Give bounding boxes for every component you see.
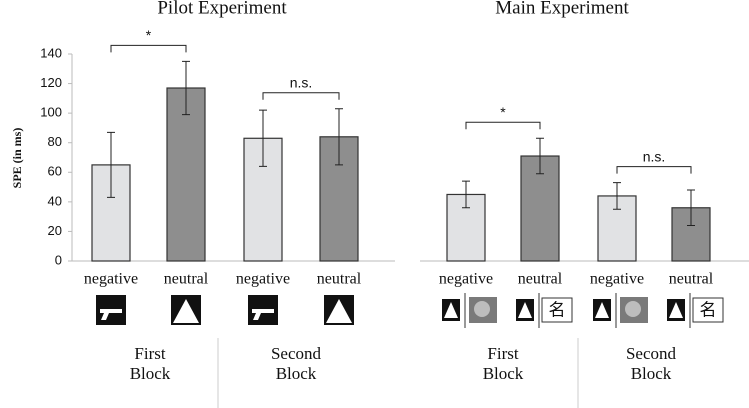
stimulus-icon bbox=[669, 302, 683, 318]
stimulus-icon bbox=[444, 302, 458, 318]
y-tick-label: 140 bbox=[40, 45, 62, 60]
stimulus-icon bbox=[518, 302, 532, 318]
block-label: First Block bbox=[482, 344, 524, 383]
stimulus-icon bbox=[541, 297, 573, 323]
x-tick-label: neutral bbox=[518, 271, 563, 288]
block-label: Second Block bbox=[270, 344, 322, 383]
significance-label: * bbox=[500, 104, 506, 120]
stimulus-text: 名 bbox=[549, 300, 566, 319]
significance-label: * bbox=[146, 27, 152, 43]
y-tick-label: 80 bbox=[48, 134, 62, 149]
significance-bracket bbox=[465, 121, 541, 130]
x-tick-label: negative bbox=[439, 271, 493, 288]
stimulus-icon bbox=[326, 299, 352, 323]
significance-label: n.s. bbox=[643, 148, 666, 164]
x-tick-label: neutral bbox=[164, 271, 209, 288]
x-tick-label: neutral bbox=[669, 271, 714, 288]
y-axis-label: SPE (in ms) bbox=[10, 128, 24, 189]
stimulus-photo bbox=[625, 301, 641, 317]
x-tick-label: negative bbox=[590, 271, 644, 288]
y-tick-label: 100 bbox=[40, 105, 62, 120]
chart-title: Pilot Experiment bbox=[157, 0, 287, 18]
error-bar bbox=[335, 108, 343, 166]
bar bbox=[166, 87, 206, 262]
error-bar bbox=[259, 109, 267, 167]
significance-label: n.s. bbox=[290, 74, 313, 90]
significance-bracket bbox=[262, 92, 340, 100]
significance-bracket bbox=[616, 166, 692, 174]
x-tick-label: negative bbox=[84, 271, 138, 288]
error-bar bbox=[536, 137, 544, 175]
stimulus-photo bbox=[474, 301, 490, 317]
chart-title: Main Experiment bbox=[495, 0, 629, 18]
stimulus-icon bbox=[252, 309, 274, 320]
error-bar bbox=[687, 189, 695, 227]
stimulus-icon bbox=[595, 302, 609, 318]
stimulus-icon bbox=[100, 309, 122, 320]
block-label: First Block bbox=[129, 344, 171, 383]
y-tick-label: 20 bbox=[48, 223, 62, 238]
error-bar bbox=[107, 131, 115, 198]
error-bar bbox=[613, 182, 621, 210]
x-tick-label: neutral bbox=[317, 271, 362, 288]
stimulus-icon bbox=[692, 297, 724, 323]
stimulus-text: 名 bbox=[700, 300, 717, 319]
y-tick-label: 40 bbox=[48, 193, 62, 208]
x-tick-label: negative bbox=[236, 271, 290, 288]
significance-bracket bbox=[110, 44, 187, 53]
error-bar bbox=[182, 60, 190, 116]
error-bar bbox=[462, 180, 470, 209]
y-tick-label: 60 bbox=[48, 164, 62, 179]
stimulus-icon bbox=[173, 299, 199, 323]
block-label: Second Block bbox=[625, 344, 677, 383]
y-tick-label: 120 bbox=[40, 75, 62, 90]
y-tick-label: 0 bbox=[55, 252, 62, 267]
